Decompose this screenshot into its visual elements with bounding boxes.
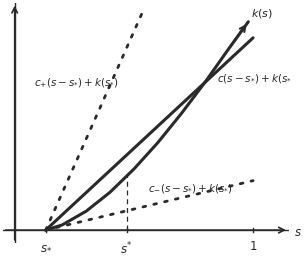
Text: $s^{*}$: $s^{*}$ [120, 240, 133, 257]
Text: $1$: $1$ [249, 240, 257, 253]
Text: $s$: $s$ [293, 226, 301, 239]
Text: $c_{+}(s - s_{*}) + k(s_{*})$: $c_{+}(s - s_{*}) + k(s_{*})$ [34, 76, 119, 89]
Text: $k(s)$: $k(s)$ [251, 6, 273, 20]
Text: $c(s - s_{*}) + k(s_{*}$: $c(s - s_{*}) + k(s_{*}$ [217, 72, 292, 85]
Text: $s_{*}$: $s_{*}$ [40, 240, 52, 253]
Text: $c_{-}(s - s_{*}) + k(s_{*})$: $c_{-}(s - s_{*}) + k(s_{*})$ [148, 181, 233, 194]
